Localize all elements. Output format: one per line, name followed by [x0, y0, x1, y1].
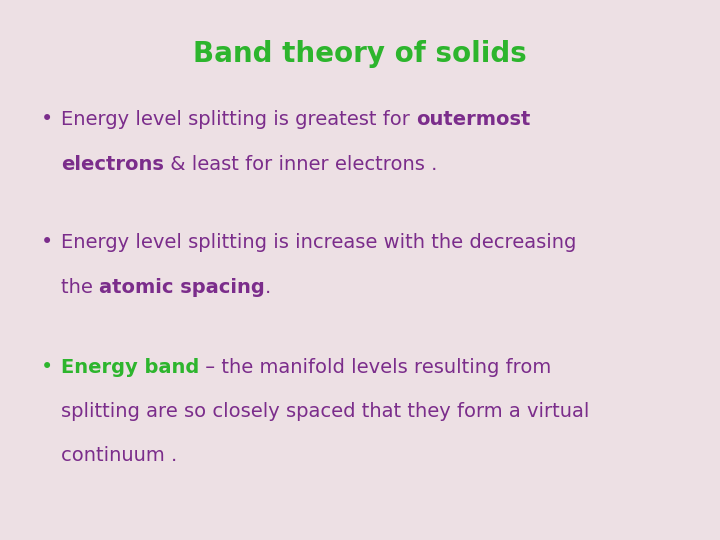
Text: Energy band: Energy band: [61, 357, 199, 376]
Text: continuum .: continuum .: [61, 446, 177, 465]
Text: •: •: [40, 232, 53, 252]
Text: outermost: outermost: [416, 110, 531, 129]
Text: electrons: electrons: [61, 154, 164, 173]
Text: .: .: [265, 278, 271, 296]
Text: •: •: [40, 356, 53, 376]
Text: Energy level splitting is increase with the decreasing: Energy level splitting is increase with …: [61, 233, 577, 252]
Text: splitting are so closely spaced that they form a virtual: splitting are so closely spaced that the…: [61, 402, 590, 421]
Text: atomic spacing: atomic spacing: [99, 278, 265, 296]
Text: Band theory of solids: Band theory of solids: [193, 40, 527, 68]
Text: & least for inner electrons .: & least for inner electrons .: [164, 154, 438, 173]
Text: the: the: [61, 278, 99, 296]
Text: •: •: [40, 109, 53, 129]
Text: – the manifold levels resulting from: – the manifold levels resulting from: [199, 357, 552, 376]
Text: Energy level splitting is greatest for: Energy level splitting is greatest for: [61, 110, 416, 129]
